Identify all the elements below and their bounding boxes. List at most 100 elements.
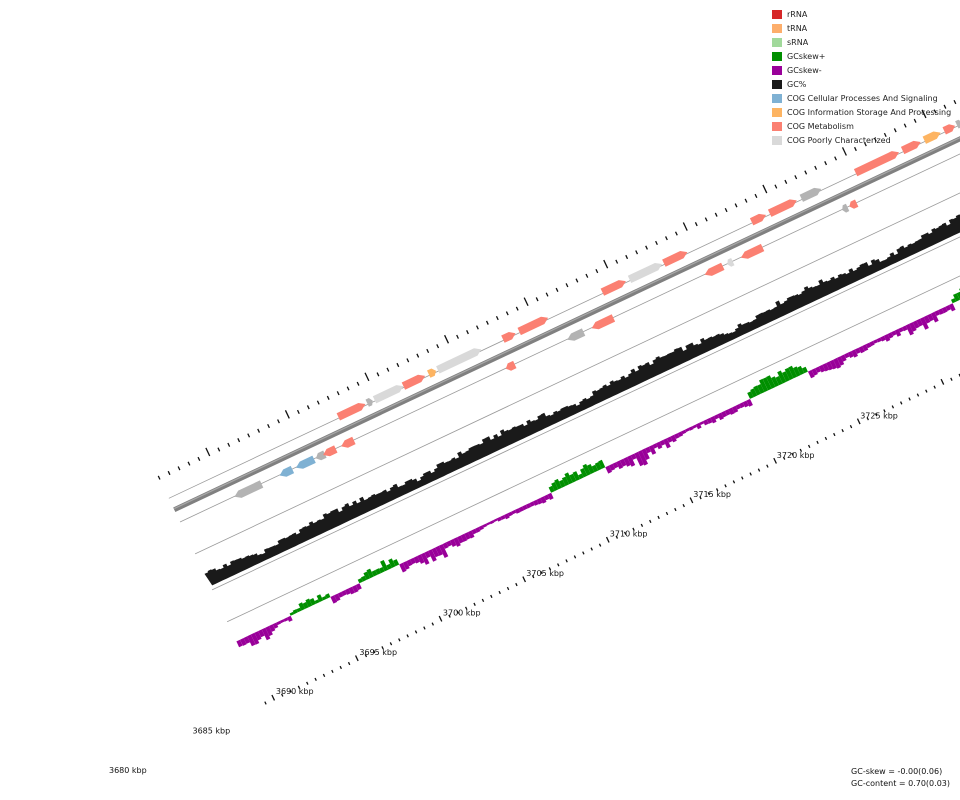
ruler-tick-minor [326, 395, 330, 400]
ruler-tick-minor [582, 551, 585, 555]
gc-skew-bar-negative [341, 590, 347, 596]
legend-label: GC% [787, 80, 807, 89]
ruler-tick-minor [490, 594, 493, 599]
gene-arrow [517, 316, 549, 336]
gc-skew-bar-negative [543, 494, 550, 501]
gene-arrow [900, 140, 921, 155]
gc-skew-bar-negative [945, 305, 951, 311]
ruler-tick-minor [655, 240, 658, 246]
gc-skew-bar-negative [717, 412, 724, 421]
ruler-tick-minor [849, 424, 853, 429]
gc-skew-bar-negative [695, 422, 702, 430]
ruler-tick-minor [649, 519, 652, 524]
gc-skew-bar-negative [735, 404, 741, 410]
ruler-tick-minor [595, 269, 599, 274]
ruler-tick-minor [635, 250, 639, 255]
gc-skew-bar-negative [413, 556, 420, 564]
ruler-tick-minor [893, 128, 897, 133]
ruler-tick-minor [854, 146, 857, 152]
gc-skew-bar-negative [684, 427, 690, 433]
gc-skew-bar-positive [380, 560, 389, 572]
gc-skew-bar-positive [762, 377, 772, 391]
ruler-tick-major [205, 447, 211, 457]
gene-arrow [296, 455, 316, 469]
ruler-tick-minor [540, 571, 543, 575]
gene-arrow [662, 251, 688, 267]
ruler-tick-minor [833, 432, 836, 437]
gc-skew-bar-positive [775, 376, 783, 386]
gc-skew-bar-positive [586, 464, 595, 474]
gc-skew-bar-positive [298, 602, 306, 611]
gc-skew-bar-positive [548, 485, 555, 493]
gc-skew-bar-negative [713, 414, 720, 420]
gene-arrow [365, 398, 373, 407]
ruler-tick-minor [297, 685, 301, 689]
gc-skew-bar-negative [851, 349, 858, 358]
ruler-tick-minor [414, 630, 418, 634]
backbone-track [173, 136, 960, 513]
gc-skew-bar-negative [619, 458, 627, 467]
gc-skew-bar-negative [887, 332, 894, 339]
ruler-tick-minor [436, 344, 440, 349]
ruler-tick-major [354, 655, 359, 662]
gc-skew-bar-positive [314, 599, 320, 604]
ruler-tick-major [940, 378, 945, 385]
gc-skew-bar-positive [578, 473, 584, 480]
gc-skew-bar-positive [951, 298, 957, 304]
gc-content-plot [204, 214, 960, 586]
gc-skew-bar-negative [518, 506, 524, 512]
ruler-tick-minor [423, 626, 426, 630]
gc-skew-bar-positive [371, 570, 378, 577]
gc-skew-bar-negative [500, 515, 506, 520]
legend-swatch [772, 24, 782, 33]
gc-skew-bar-negative [854, 347, 861, 354]
gc-skew-bar-positive [591, 464, 599, 473]
gene-arrow [627, 263, 662, 283]
gc-skew-bar-negative [417, 554, 425, 564]
ruler-label: 3710 kbp [610, 530, 648, 539]
gene-arrow [505, 360, 517, 371]
gene-arrow [922, 131, 941, 144]
ruler-tick-minor [866, 417, 869, 421]
ruler-label: 3725 kbp [860, 411, 898, 420]
ruler-tick-minor [314, 677, 317, 681]
ruler-tick-minor [217, 447, 221, 452]
gc-skew-bar-negative [276, 620, 281, 626]
gc-skew-bar-positive [753, 385, 761, 396]
gc-content-stat: GC-content = 0.70(0.03) [851, 779, 950, 788]
gc-skew-bar-negative [240, 638, 247, 646]
ruler-tick-minor [704, 217, 708, 222]
gc-skew-bar-negative [540, 496, 547, 504]
ruler-tick-minor [913, 118, 917, 123]
ruler-tick-minor [874, 413, 878, 417]
ruler-tick-major [762, 184, 768, 194]
ruler-tick-minor [573, 555, 577, 559]
gc-skew-bar-negative [431, 547, 440, 558]
gc-skew-bar-positive [747, 391, 754, 399]
gc-skew-bar-negative [616, 460, 624, 470]
legend-swatch [772, 80, 782, 89]
ruler-tick-minor [267, 423, 270, 429]
gc-skew-bar-negative [923, 315, 931, 324]
gc-skew-bar-negative [287, 615, 293, 622]
ruler-tick-minor [674, 507, 677, 512]
gc-skew-bar-positive [766, 375, 776, 389]
gene-arrow [727, 258, 735, 267]
gc-skew-bar-negative [236, 639, 243, 648]
gc-skew-bar-negative [648, 445, 657, 455]
ruler-tick-major [682, 222, 688, 231]
position-ruler: 3680 kbp 3685 kbp 3690 kbp 3695 kbp 3700 kbp… [109, 99, 960, 775]
gc-skew-bar-positive [598, 459, 606, 469]
gc-skew-bar-positive [379, 567, 385, 574]
ruler-tick-minor [473, 602, 476, 606]
ruler-tick-minor [754, 193, 758, 199]
ruler-tick-minor [565, 559, 568, 563]
ruler-tick-major [522, 576, 527, 583]
ruler-tick-minor [515, 306, 519, 311]
gc-skew-bar-negative [818, 364, 826, 373]
ruler-tick-minor [757, 468, 761, 472]
gene-arrow [341, 436, 356, 448]
ruler-tick-minor [724, 207, 728, 213]
ruler-tick-minor [506, 586, 510, 591]
gc-skew-bar-positive [289, 611, 295, 616]
